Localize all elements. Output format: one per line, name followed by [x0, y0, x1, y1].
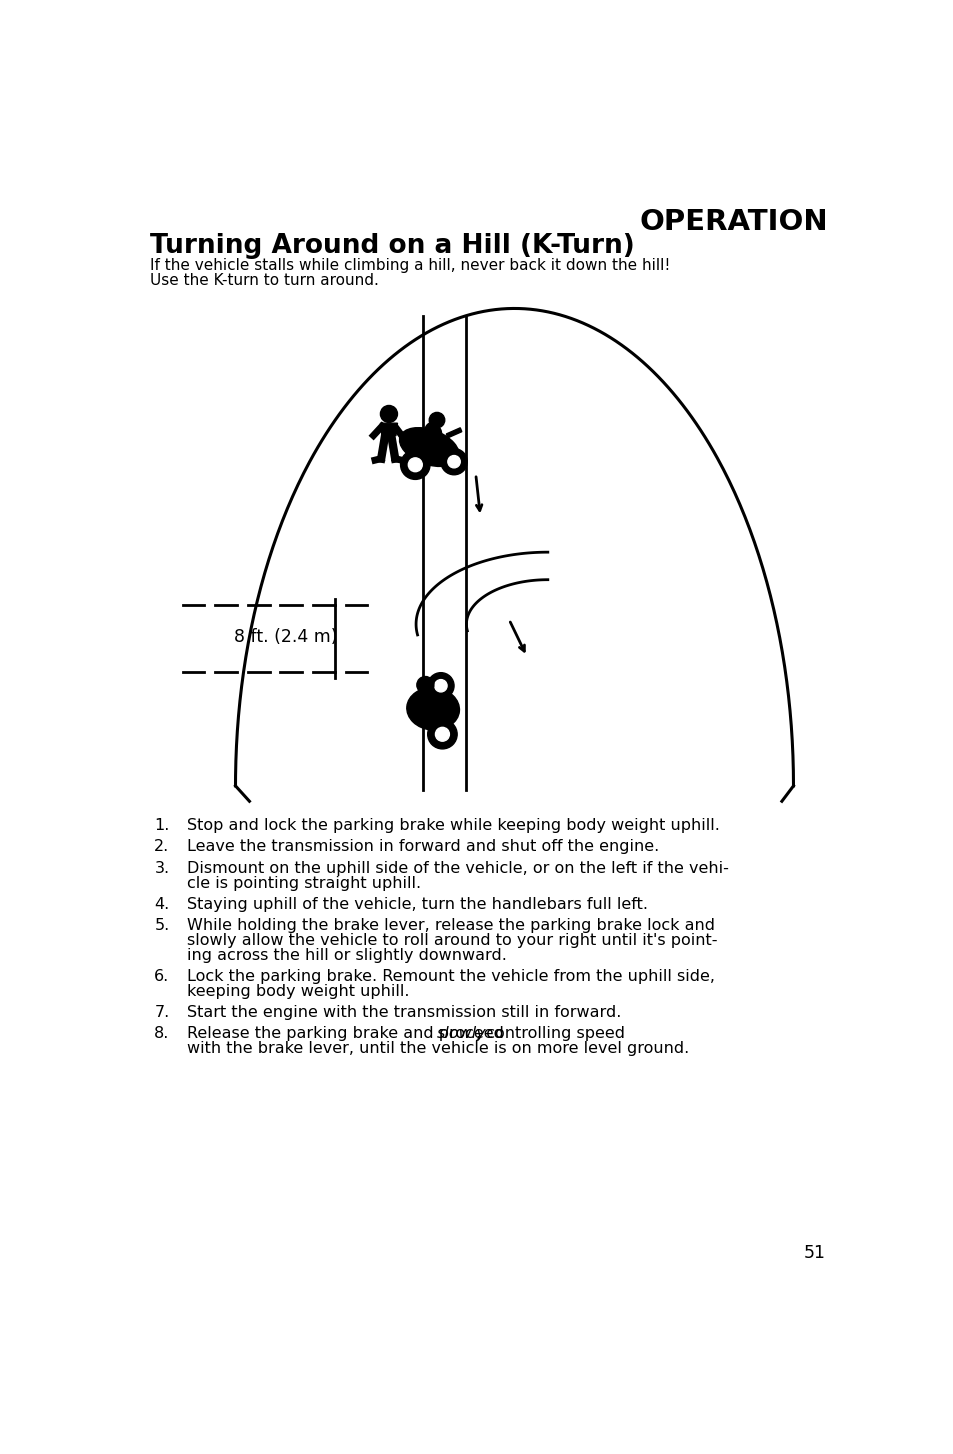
Circle shape	[440, 449, 467, 475]
Circle shape	[427, 720, 456, 749]
Ellipse shape	[399, 427, 458, 467]
Text: slowly allow the vehicle to roll around to your right until it's point-: slowly allow the vehicle to roll around …	[187, 933, 718, 948]
Circle shape	[416, 676, 434, 694]
Text: Stop and lock the parking brake while keeping body weight uphill.: Stop and lock the parking brake while ke…	[187, 819, 720, 833]
Text: Lock the parking brake. Remount the vehicle from the uphill side,: Lock the parking brake. Remount the vehi…	[187, 970, 715, 984]
Text: 8.: 8.	[154, 1027, 170, 1041]
Text: While holding the brake lever, release the parking brake lock and: While holding the brake lever, release t…	[187, 917, 715, 933]
Ellipse shape	[406, 688, 459, 730]
Text: keeping body weight uphill.: keeping body weight uphill.	[187, 984, 410, 999]
Text: If the vehicle stalls while climbing a hill, never back it down the hill!: If the vehicle stalls while climbing a h…	[150, 257, 670, 273]
Text: 6.: 6.	[154, 970, 170, 984]
Circle shape	[429, 413, 444, 427]
Text: slowly: slowly	[436, 1027, 486, 1041]
Text: 7.: 7.	[154, 1005, 170, 1021]
Text: OPERATION: OPERATION	[639, 208, 827, 237]
Circle shape	[435, 727, 449, 742]
Text: 4.: 4.	[154, 897, 170, 912]
Text: Dismount on the uphill side of the vehicle, or on the left if the vehi-: Dismount on the uphill side of the vehic…	[187, 861, 728, 875]
Text: 2.: 2.	[154, 839, 170, 855]
Text: 8 ft. (2.4 m): 8 ft. (2.4 m)	[233, 628, 337, 646]
Text: with the brake lever, until the vehicle is on more level ground.: with the brake lever, until the vehicle …	[187, 1041, 689, 1057]
Text: 5.: 5.	[154, 917, 170, 933]
Polygon shape	[380, 423, 397, 436]
Circle shape	[447, 455, 459, 468]
Ellipse shape	[424, 423, 441, 445]
Text: Leave the transmission in forward and shut off the engine.: Leave the transmission in forward and sh…	[187, 839, 659, 855]
Text: Staying uphill of the vehicle, turn the handlebars full left.: Staying uphill of the vehicle, turn the …	[187, 897, 648, 912]
Text: ing across the hill or slightly downward.: ing across the hill or slightly downward…	[187, 948, 507, 963]
Text: Turning Around on a Hill (K-Turn): Turning Around on a Hill (K-Turn)	[150, 233, 635, 259]
Text: 1.: 1.	[154, 819, 170, 833]
Text: , controlling speed: , controlling speed	[475, 1027, 624, 1041]
Polygon shape	[446, 427, 461, 438]
Text: Start the engine with the transmission still in forward.: Start the engine with the transmission s…	[187, 1005, 621, 1021]
Text: 3.: 3.	[154, 861, 170, 875]
Text: Release the parking brake and proceed: Release the parking brake and proceed	[187, 1027, 509, 1041]
Text: 51: 51	[803, 1243, 825, 1262]
Circle shape	[380, 406, 397, 423]
Ellipse shape	[416, 688, 436, 714]
Circle shape	[408, 458, 422, 471]
Circle shape	[435, 679, 447, 692]
Circle shape	[427, 673, 454, 699]
Circle shape	[400, 451, 430, 480]
Text: Use the K-turn to turn around.: Use the K-turn to turn around.	[150, 273, 378, 288]
Text: cle is pointing straight uphill.: cle is pointing straight uphill.	[187, 875, 421, 890]
